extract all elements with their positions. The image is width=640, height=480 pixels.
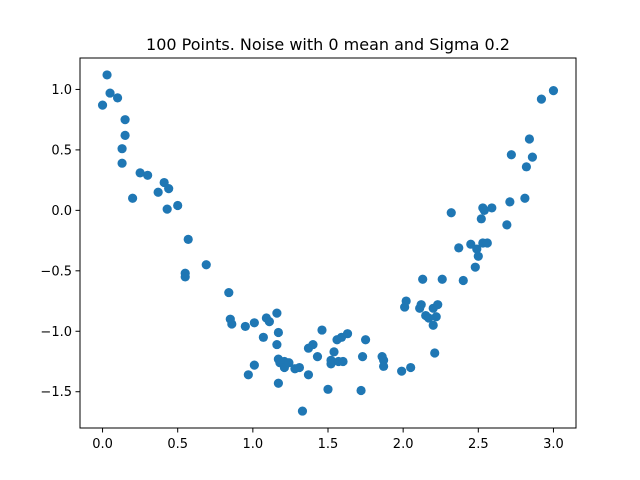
data-point	[527, 152, 538, 162]
data-point	[135, 168, 145, 178]
data-point	[479, 205, 489, 215]
data-point	[502, 220, 512, 230]
data-point	[476, 214, 486, 224]
data-point	[487, 203, 497, 213]
data-point	[397, 366, 407, 376]
data-point	[323, 384, 333, 394]
data-point	[294, 362, 305, 373]
x-tick-label: 2.5	[468, 437, 489, 452]
data-point	[454, 243, 464, 253]
data-point	[153, 187, 163, 197]
data-point	[284, 358, 294, 368]
x-tick-label: 0.5	[167, 437, 188, 452]
data-point	[97, 100, 108, 110]
data-point	[446, 208, 456, 218]
data-point	[117, 144, 127, 154]
data-point	[201, 260, 211, 270]
plot-frame	[79, 57, 577, 429]
y-tick-label: 0.5	[51, 143, 72, 158]
data-point	[273, 378, 283, 388]
data-point	[308, 339, 318, 350]
data-point	[433, 300, 443, 310]
data-point	[272, 339, 282, 350]
data-point	[326, 359, 336, 369]
data-point	[117, 158, 127, 168]
data-point	[249, 318, 259, 328]
data-point	[472, 244, 482, 254]
data-point	[329, 347, 339, 357]
data-point	[521, 162, 532, 172]
data-point	[524, 134, 535, 144]
data-point	[105, 88, 115, 98]
x-tick-label: 0.0	[92, 437, 113, 452]
data-point	[342, 329, 353, 339]
data-point	[317, 325, 327, 335]
data-point	[360, 335, 371, 345]
data-point	[416, 300, 426, 310]
data-point	[520, 193, 530, 203]
data-point	[473, 251, 483, 261]
data-point	[428, 320, 438, 330]
data-point	[224, 287, 234, 298]
data-point	[183, 234, 193, 244]
data-point	[379, 361, 389, 371]
data-point	[406, 362, 416, 373]
data-point	[312, 352, 323, 362]
data-point	[356, 385, 366, 396]
data-point	[303, 370, 314, 380]
data-point	[120, 130, 130, 140]
data-point	[431, 312, 441, 322]
data-point	[338, 356, 348, 367]
x-tick-label: 1.0	[243, 437, 264, 452]
data-point	[505, 197, 515, 207]
data-point	[470, 262, 480, 272]
data-point	[162, 204, 172, 214]
data-point	[249, 360, 259, 370]
x-tick-label: 3.0	[543, 437, 564, 452]
data-point	[506, 150, 516, 160]
data-point	[227, 319, 237, 329]
y-tick-label: −1.5	[40, 385, 72, 400]
data-point	[482, 238, 492, 248]
x-tick-label: 1.5	[318, 437, 339, 452]
y-axis: −1.5 −1.0 −0.5 0.0 0.5 1.0	[40, 83, 80, 400]
data-point	[180, 272, 190, 282]
data-point	[164, 183, 174, 194]
data-point	[258, 332, 268, 342]
data-point	[143, 170, 153, 180]
data-point	[128, 193, 138, 203]
chart-title: 100 Points. Noise with 0 mean and Sigma …	[146, 35, 510, 54]
data-point	[102, 70, 112, 80]
data-point	[437, 274, 447, 284]
y-tick-label: 1.0	[51, 83, 72, 98]
data-point	[120, 115, 130, 125]
data-point	[536, 94, 547, 104]
data-point	[173, 200, 183, 211]
data-point	[297, 406, 308, 416]
data-point	[458, 275, 468, 286]
data-point	[424, 313, 434, 323]
y-tick-label: −0.5	[40, 264, 72, 279]
data-point	[548, 86, 559, 96]
data-point	[264, 316, 274, 327]
data-point	[357, 352, 368, 362]
x-tick-label: 2.0	[393, 437, 414, 452]
data-point	[418, 274, 428, 284]
data-point	[240, 321, 250, 332]
data-point	[430, 348, 440, 358]
y-tick-label: −1.0	[40, 325, 72, 340]
data-point	[401, 296, 411, 306]
data-point	[273, 327, 283, 338]
data-point	[112, 93, 123, 103]
points-layer	[97, 70, 559, 416]
data-point	[272, 308, 282, 318]
y-tick-label: 0.0	[51, 204, 72, 219]
data-point	[243, 370, 253, 380]
x-axis: 0.0 0.5 1.0 1.5 2.0 2.5 3.0	[92, 428, 564, 452]
